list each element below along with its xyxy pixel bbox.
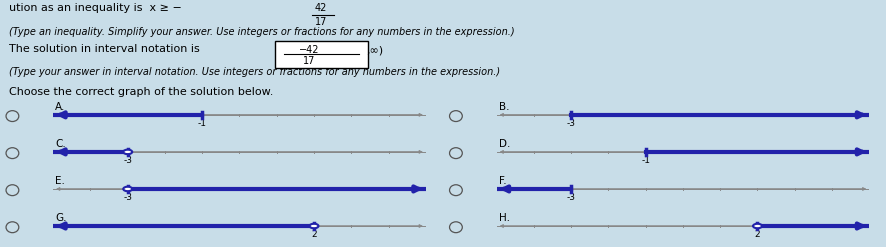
Circle shape [123, 187, 132, 191]
Text: C.: C. [55, 139, 66, 148]
Text: A.: A. [55, 102, 66, 111]
Text: -3: -3 [566, 193, 575, 202]
Text: (Type your answer in interval notation. Use integers or fractions for any number: (Type your answer in interval notation. … [9, 67, 500, 77]
Text: 42: 42 [315, 3, 327, 13]
Text: -3: -3 [123, 156, 132, 165]
Text: -3: -3 [123, 193, 132, 202]
Circle shape [309, 224, 318, 228]
Text: 17: 17 [302, 56, 315, 66]
Text: 2: 2 [754, 230, 759, 239]
Text: The solution in interval notation is: The solution in interval notation is [9, 44, 199, 54]
Text: E.: E. [55, 176, 65, 185]
Text: -3: -3 [566, 119, 575, 128]
Text: G.: G. [55, 213, 66, 223]
Text: ,∞): ,∞) [366, 45, 383, 56]
Text: 17: 17 [315, 17, 327, 27]
Circle shape [752, 224, 761, 228]
Text: H.: H. [498, 213, 509, 223]
Text: −42: −42 [299, 44, 319, 55]
Text: Choose the correct graph of the solution below.: Choose the correct graph of the solution… [9, 87, 273, 97]
Text: -1: -1 [641, 156, 649, 165]
Text: ution as an inequality is  x ≥ −: ution as an inequality is x ≥ − [9, 3, 182, 13]
Text: (Type an inequality. Simplify your answer. Use integers or fractions for any num: (Type an inequality. Simplify your answe… [9, 27, 514, 37]
Text: B.: B. [498, 102, 509, 111]
Circle shape [123, 150, 132, 154]
FancyBboxPatch shape [275, 41, 368, 68]
Text: -1: -1 [198, 119, 206, 128]
Text: D.: D. [498, 139, 509, 148]
Text: 2: 2 [311, 230, 316, 239]
Text: F.: F. [498, 176, 506, 185]
